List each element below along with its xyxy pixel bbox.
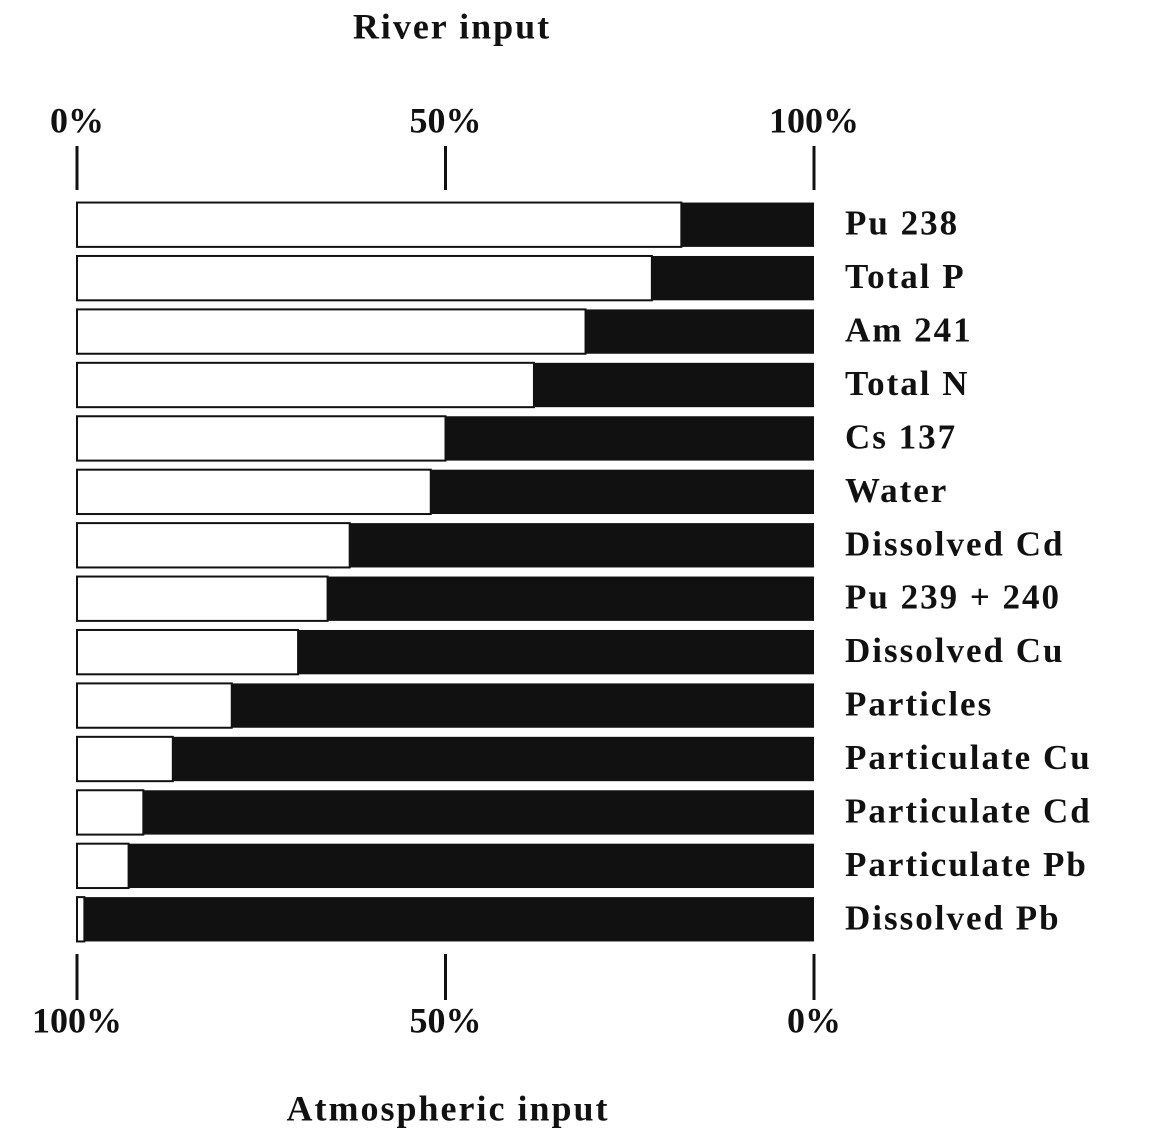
bar-segment: [76, 842, 130, 890]
bar-segment: [349, 523, 814, 568]
category-label: Particles: [845, 685, 993, 724]
category-label: Particulate Pb: [845, 845, 1088, 884]
bar-segment: [76, 468, 432, 516]
bar-segment: [76, 254, 653, 302]
top-tick-label: 50%: [410, 100, 482, 140]
bar-segment: [76, 896, 86, 943]
top-axis-title: River input: [353, 6, 551, 46]
category-label: Particulate Cd: [845, 791, 1092, 830]
top-tick-label: 100%: [769, 100, 859, 140]
bar-segment: [651, 255, 814, 301]
category-label: Dissolved Cd: [845, 524, 1064, 563]
bar-segment: [76, 789, 145, 836]
bar-segment: [76, 201, 683, 248]
bar-segment: [76, 575, 329, 622]
bar-segment: [327, 576, 814, 621]
top-tick-label: 0%: [50, 100, 104, 140]
category-label: Total P: [845, 257, 966, 296]
bar-segment: [128, 843, 815, 889]
bar-segment: [76, 628, 300, 676]
bar-segment: [445, 416, 814, 461]
category-label: Pu 238: [845, 204, 959, 243]
category-label: Total N: [845, 364, 970, 403]
bar-segment: [430, 469, 814, 515]
bar-segment: [76, 308, 587, 355]
category-label: Dissolved Pb: [845, 898, 1061, 937]
bar-segment: [681, 202, 814, 247]
bar-segment: [76, 522, 351, 569]
bottom-tick-label: 100%: [32, 1000, 122, 1040]
bar-segment: [585, 309, 814, 354]
category-label: Water: [845, 471, 948, 510]
bar-segment: [533, 362, 814, 408]
bar-segment: [143, 790, 814, 835]
bar-segment: [76, 735, 174, 783]
category-label: Particulate Cu: [845, 738, 1092, 777]
bottom-tick-label: 0%: [787, 1000, 841, 1040]
bottom-tick-label: 50%: [410, 1000, 482, 1040]
bar-segment: [298, 629, 815, 675]
bar-segment: [76, 361, 535, 409]
bar-segment: [172, 736, 814, 782]
bottom-axis-title: Atmospheric input: [286, 1088, 609, 1128]
category-label: Pu 239 + 240: [845, 578, 1061, 617]
bar-segment: [84, 897, 815, 942]
category-label: Dissolved Cu: [845, 631, 1064, 670]
bar-segment: [76, 682, 233, 729]
bar-segment: [231, 683, 814, 728]
category-label: Cs 137: [845, 417, 957, 456]
bar-segment: [76, 415, 447, 462]
category-label: Am 241: [845, 311, 973, 350]
